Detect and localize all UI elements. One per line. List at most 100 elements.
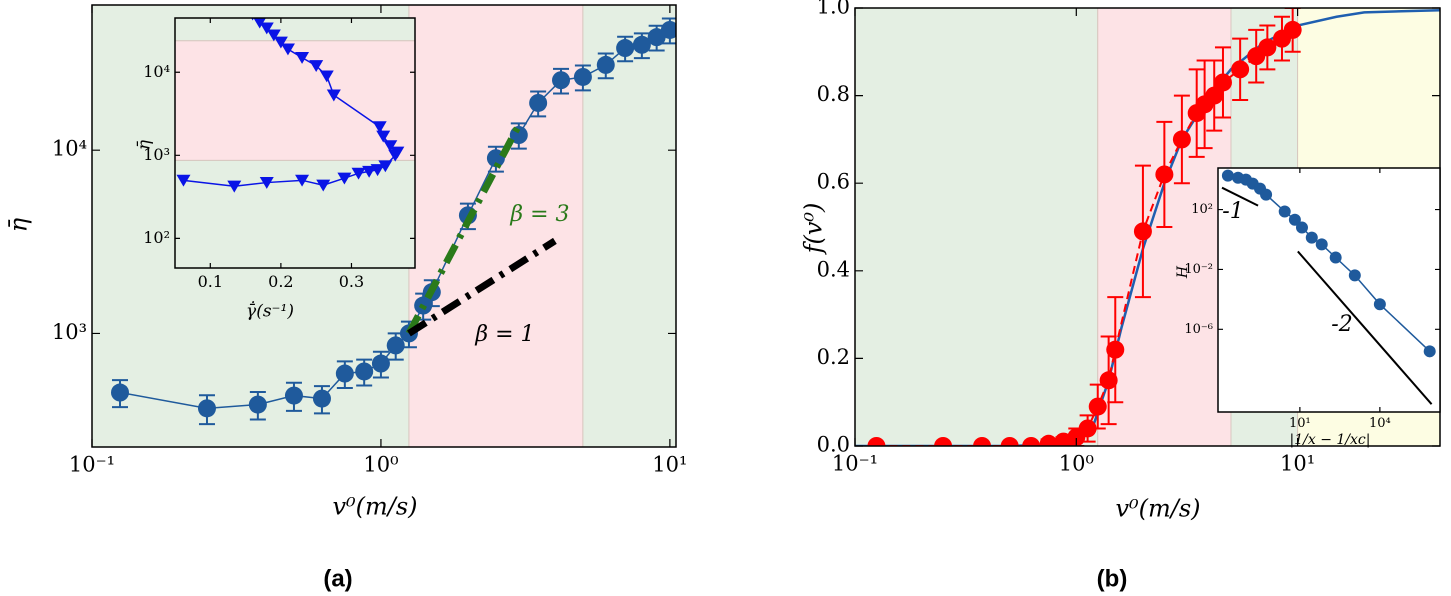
marker	[326, 89, 341, 102]
marker	[227, 180, 242, 193]
x-tick-label: 10⁻¹	[832, 451, 878, 475]
marker	[1258, 38, 1277, 57]
marker	[273, 36, 288, 49]
marker	[1022, 437, 1041, 446]
marker	[1231, 60, 1250, 79]
panel: 0.1 0.2 0.3 10² 10³ 10⁴ γ̄̇(s⁻¹) η̄	[135, 17, 416, 322]
x-tick-label: 10¹	[1280, 451, 1315, 475]
marker	[390, 146, 405, 159]
marker	[378, 160, 393, 173]
plot-frame	[91, 4, 677, 448]
y-tick-label: 10³	[143, 145, 170, 164]
plot-data	[1221, 169, 1436, 405]
marker	[280, 43, 295, 56]
marker	[371, 354, 390, 373]
panel: -1 -2 10¹ 10⁴ 10² 10⁻² 10⁻⁶ |1/x − 1/xc| H	[1175, 167, 1441, 448]
marker	[616, 39, 635, 58]
annotation: -1	[1222, 199, 1243, 224]
marker	[1213, 73, 1232, 92]
marker	[316, 179, 331, 192]
x-tick-label: 10⁰	[1059, 451, 1094, 475]
plot-data	[855, 8, 1440, 446]
marker	[1172, 130, 1191, 149]
marker	[973, 437, 992, 446]
marker	[372, 121, 387, 134]
plot-frame	[1217, 167, 1441, 413]
marker	[362, 165, 377, 178]
marker	[1088, 397, 1107, 416]
plot-frame	[174, 17, 416, 269]
marker	[355, 362, 374, 381]
region	[854, 7, 1099, 447]
plot-data	[176, 18, 405, 193]
y-axis-label: η̄	[135, 139, 155, 150]
x-axis-label: v⁰(m/s)	[332, 493, 417, 521]
marker	[1423, 345, 1436, 358]
x-axis-label: γ̄̇(s⁻¹)	[246, 301, 294, 322]
x-tick-label: 0.3	[339, 272, 364, 291]
marker	[370, 164, 385, 177]
x-tick-label: 10¹	[1289, 416, 1311, 431]
marker	[1288, 213, 1301, 226]
marker	[259, 22, 274, 35]
y-tick-label: 10⁻²	[1184, 262, 1213, 277]
marker	[934, 437, 953, 446]
x-tick-label: 0.2	[268, 272, 293, 291]
marker	[660, 20, 676, 39]
marker	[1295, 221, 1308, 234]
panel-label: (a)	[323, 565, 352, 592]
marker	[1221, 169, 1234, 182]
y-axis-label: H	[1175, 265, 1191, 279]
marker	[351, 167, 366, 180]
marker	[266, 29, 281, 42]
marker	[319, 70, 334, 83]
y-tick-label: 0.4	[817, 257, 850, 281]
marker	[1133, 222, 1152, 241]
marker	[573, 67, 592, 86]
marker	[335, 364, 354, 383]
marker	[1039, 434, 1058, 446]
marker	[1099, 371, 1118, 390]
marker	[867, 437, 886, 446]
marker	[1078, 419, 1097, 438]
marker	[1348, 269, 1361, 282]
marker	[1205, 86, 1224, 105]
y-tick-label: 10⁴	[143, 62, 170, 81]
marker	[1260, 188, 1273, 201]
marker	[176, 174, 191, 187]
panel-label: (b)	[1097, 565, 1128, 592]
x-axis-label: |1/x − 1/xc|	[1290, 432, 1371, 448]
x-tick-label: 10⁴	[1369, 416, 1391, 431]
marker	[197, 399, 216, 418]
y-tick-label: 0.2	[817, 345, 850, 369]
x-tick-label: 10¹	[652, 452, 687, 476]
marker	[647, 28, 666, 47]
marker	[1000, 437, 1019, 446]
y-tick-label: 10³	[52, 320, 87, 344]
marker	[1329, 251, 1342, 264]
marker	[309, 60, 324, 72]
marker	[1155, 165, 1174, 184]
plot-data	[111, 17, 676, 426]
marker	[376, 130, 391, 143]
marker	[632, 35, 651, 54]
marker	[596, 55, 615, 74]
marker	[312, 389, 331, 408]
annotation: β = 3	[509, 202, 569, 227]
y-tick-label: 10⁻⁶	[1184, 322, 1213, 337]
marker	[552, 71, 571, 90]
marker	[1315, 238, 1328, 251]
marker	[248, 395, 267, 414]
marker	[1106, 340, 1125, 359]
marker	[1283, 20, 1302, 39]
marker	[284, 386, 303, 405]
marker	[111, 383, 130, 402]
x-tick-label: 10⁻¹	[69, 452, 115, 476]
marker	[253, 18, 266, 29]
y-tick-label: 0.8	[817, 82, 850, 106]
y-axis-label: η̄	[5, 217, 33, 232]
marker	[1305, 231, 1318, 244]
y-tick-label: 0.0	[817, 433, 850, 457]
region	[174, 17, 416, 42]
